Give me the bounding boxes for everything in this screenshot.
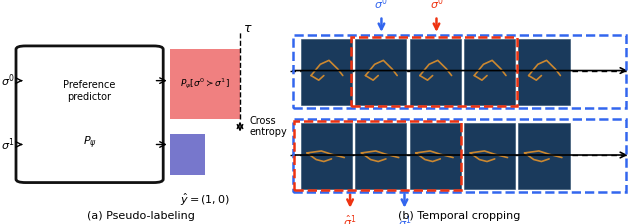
- Bar: [301, 39, 352, 105]
- Text: (b) Temporal cropping: (b) Temporal cropping: [398, 211, 521, 221]
- Bar: [464, 123, 515, 189]
- Text: Cross
entropy: Cross entropy: [250, 116, 287, 137]
- Bar: [518, 123, 570, 189]
- Bar: [355, 39, 406, 105]
- Text: $\sigma^0$: $\sigma^0$: [1, 72, 15, 89]
- Bar: [294, 121, 461, 190]
- Text: $\hat{\sigma}^0$: $\hat{\sigma}^0$: [429, 0, 444, 12]
- Text: $\sigma^0$: $\sigma^0$: [374, 0, 388, 12]
- Text: $\hat{\sigma}^1$: $\hat{\sigma}^1$: [344, 214, 356, 224]
- Bar: [410, 123, 461, 189]
- Bar: [293, 119, 626, 192]
- Text: $\hat{y} = (1, 0)$: $\hat{y} = (1, 0)$: [180, 191, 230, 208]
- Text: Preference
predictor: Preference predictor: [63, 80, 116, 102]
- Text: $\tau$: $\tau$: [243, 22, 253, 34]
- Bar: [170, 134, 205, 175]
- Bar: [355, 123, 406, 189]
- Bar: [351, 37, 517, 106]
- Text: (a) Pseudo-labeling: (a) Pseudo-labeling: [87, 211, 195, 221]
- Text: $\sigma^1$: $\sigma^1$: [397, 214, 412, 224]
- Bar: [170, 49, 240, 119]
- Bar: [301, 123, 352, 189]
- Bar: [293, 35, 626, 108]
- Text: $\sigma^1$: $\sigma^1$: [1, 136, 15, 153]
- FancyBboxPatch shape: [16, 46, 163, 183]
- Bar: [464, 39, 515, 105]
- Text: $P_\psi[\sigma^0 \succ \sigma^1]$: $P_\psi[\sigma^0 \succ \sigma^1]$: [180, 77, 230, 91]
- Bar: [518, 39, 570, 105]
- Bar: [410, 39, 461, 105]
- Text: $P_\psi$: $P_\psi$: [83, 135, 97, 151]
